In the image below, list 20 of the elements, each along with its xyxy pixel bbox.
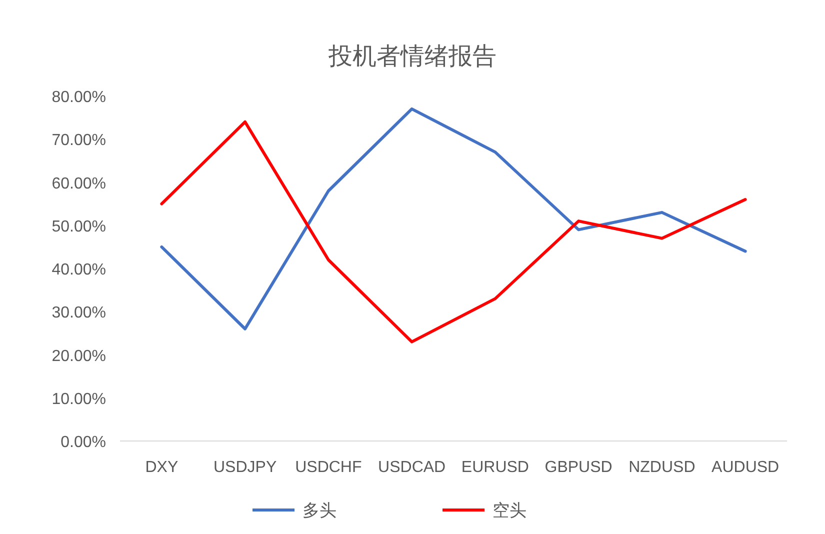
x-tick-label: NZDUSD: [628, 459, 696, 476]
legend-label: 空头: [492, 501, 526, 520]
x-tick-label: USDCAD: [378, 459, 446, 476]
chart-title: 投机者情绪报告: [328, 43, 496, 70]
y-tick-label: 50.00%: [52, 218, 106, 236]
x-tick-label: DXY: [145, 459, 178, 476]
legend-label: 多头: [302, 501, 336, 520]
x-tick-label: USDJPY: [214, 459, 277, 476]
y-tick-label: 80.00%: [52, 89, 106, 106]
x-tick-label: GBPUSD: [544, 459, 612, 476]
x-tick-label: EURUSD: [461, 459, 529, 476]
y-tick-label: 0.00%: [60, 434, 106, 451]
x-tick-label: USDCHF: [295, 459, 362, 476]
y-tick-label: 30.00%: [52, 304, 106, 322]
x-tick-label: AUDUSD: [712, 459, 780, 476]
y-tick-label: 40.00%: [52, 262, 106, 278]
y-tick-label: 70.00%: [52, 132, 106, 150]
y-tick-label: 60.00%: [52, 175, 106, 192]
y-tick-label: 20.00%: [52, 348, 106, 365]
y-tick-label: 10.00%: [52, 390, 106, 408]
